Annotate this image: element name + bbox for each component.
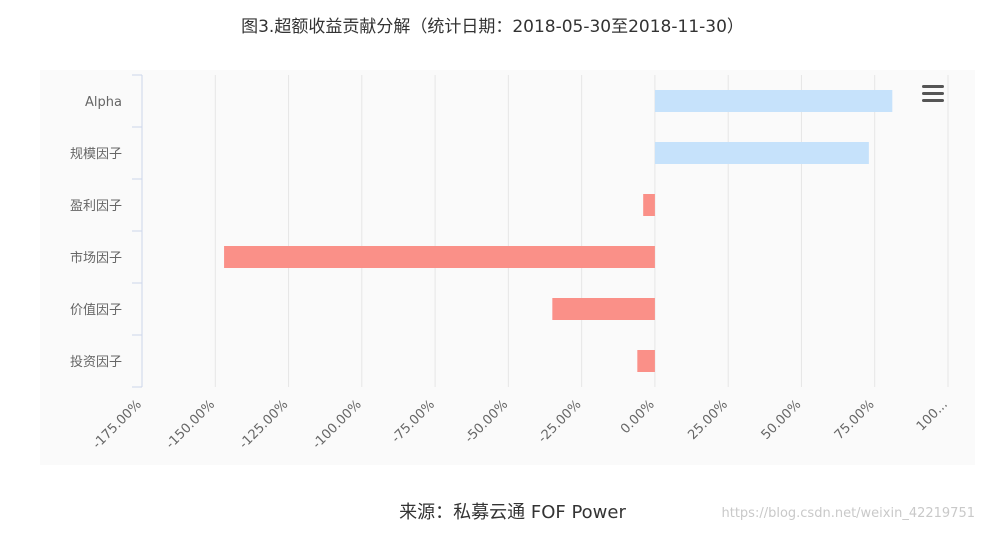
x-tick-label: 100... xyxy=(914,397,951,434)
y-tick-label: 盈利因子 xyxy=(70,199,122,214)
bar-1 xyxy=(654,142,869,164)
x-tick-label: -50.00% xyxy=(462,397,511,446)
x-tick-label: -125.00% xyxy=(237,397,292,452)
chart-title: 图3.超额收益贡献分解（统计日期：2018-05-30至2018-11-30） xyxy=(241,17,744,37)
x-tick-label: 25.00% xyxy=(685,397,731,443)
x-tick-label: 0.00% xyxy=(618,397,658,437)
y-tick-label: 价值因子 xyxy=(70,302,122,318)
y-tick-label: 投资因子 xyxy=(70,354,122,370)
bar-0 xyxy=(654,90,893,112)
bar-4 xyxy=(552,298,655,320)
watermark: https://blog.csdn.net/weixin_42219751 xyxy=(721,506,975,521)
x-tick-label: -175.00% xyxy=(90,397,145,452)
x-tick-label: -100.00% xyxy=(310,397,365,452)
bar-5 xyxy=(637,350,655,372)
y-tick-label: Alpha xyxy=(85,95,122,110)
x-tick-label: 75.00% xyxy=(832,397,878,443)
y-tick-label: 市场因子 xyxy=(70,250,122,266)
x-tick-label: 50.00% xyxy=(759,397,805,443)
y-tick-label: 规模因子 xyxy=(70,147,122,162)
bar-2 xyxy=(643,194,655,216)
source-note: 来源：私募云通 FOF Power xyxy=(399,502,626,523)
hamburger-menu-icon[interactable] xyxy=(916,80,950,106)
bar-3 xyxy=(224,246,655,268)
x-tick-label: -75.00% xyxy=(389,397,438,446)
x-tick-label: -150.00% xyxy=(163,397,218,452)
x-tick-label: -25.00% xyxy=(535,397,584,446)
